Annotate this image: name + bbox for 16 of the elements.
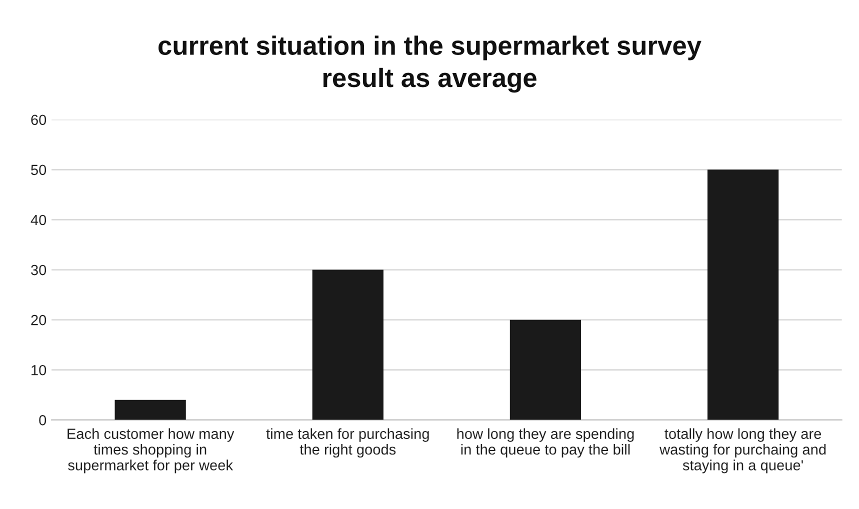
y-tick-label: 30 <box>31 264 46 276</box>
y-tick-label: 60 <box>31 114 46 126</box>
y-tick-label: 40 <box>30 214 46 226</box>
y-tick-label: 10 <box>32 364 46 376</box>
bar <box>114 400 186 420</box>
chart-title: current situation in the supermarket survey result as average <box>158 36 702 93</box>
x-tick-label: totally how long they are wasting for purchaing and staying in a queue' <box>660 428 826 474</box>
bar <box>510 320 582 420</box>
bar <box>312 270 384 420</box>
y-tick-label: 50 <box>31 164 46 176</box>
x-tick-label: Each customer how many times shopping in supermarket for per week <box>68 428 234 474</box>
x-tick-label: how long they are spending in the queue to pay the bill <box>457 428 634 458</box>
y-tick-label: 0 <box>39 415 46 426</box>
bar <box>707 170 779 420</box>
x-tick-label: time taken for purchasing the right goods <box>266 428 429 458</box>
y-tick-label: 20 <box>31 314 46 326</box>
